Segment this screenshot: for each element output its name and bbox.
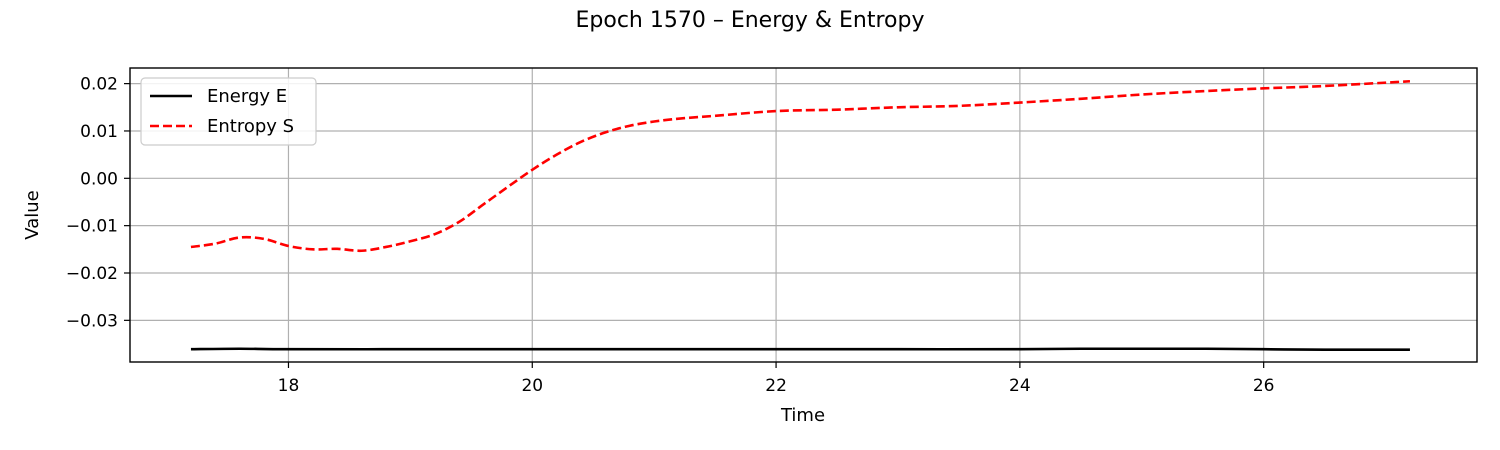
y-tick-label: −0.03 — [66, 311, 118, 331]
series-line-0 — [190, 347, 1410, 352]
y-tick-label: −0.01 — [66, 217, 118, 237]
x-tick-label: 26 — [1253, 376, 1275, 396]
y-axis-label: Value — [22, 190, 43, 239]
series-layer — [190, 79, 1411, 352]
x-axis-label: Time — [780, 405, 825, 426]
series-line-1 — [190, 79, 1411, 253]
x-tick-label: 22 — [765, 376, 787, 396]
x-tick-label: 18 — [278, 376, 300, 396]
ticks: 18 20 22 24 26 0.02 0.01 0.00 −0.01 −0.02 −0.03 — [66, 75, 1275, 396]
plot-frame — [129, 67, 1478, 363]
x-tick-label: 20 — [521, 376, 543, 396]
chart-title: Epoch 1570 – Energy & Entropy — [576, 8, 925, 33]
y-tick-label: 0.00 — [80, 169, 118, 189]
legend-label-0: Energy E — [207, 86, 287, 107]
grid — [130, 68, 1477, 362]
legend-label-1: Entropy S — [207, 116, 294, 137]
x-tick-label: 24 — [1009, 376, 1031, 396]
y-tick-label: 0.02 — [80, 75, 118, 95]
y-tick-label: 0.01 — [80, 122, 118, 142]
y-tick-label: −0.02 — [66, 264, 118, 284]
legend: Energy E Entropy S — [140, 77, 317, 146]
